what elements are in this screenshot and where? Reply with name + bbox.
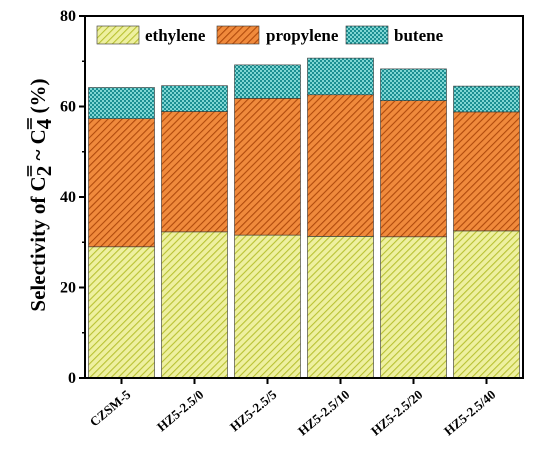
y-tick-label-80: 80 — [60, 8, 76, 25]
bar-propylene-6 — [453, 111, 520, 232]
bar-propylene-1 — [88, 118, 155, 248]
plot-area — [88, 57, 520, 379]
x-tick-label-2: HZ5-2.5/0 — [154, 387, 207, 434]
svg-text:Selectivity of C2 ~ C4 (%): Selectivity of C2 ~ C4 (%) — [26, 78, 56, 311]
y-tick-label-20: 20 — [60, 280, 76, 297]
bar-propylene-2 — [161, 111, 228, 233]
bar-ethylene-3 — [234, 234, 301, 379]
legend-swatch-ethylene — [96, 25, 140, 45]
x-tick-label-4: HZ5-2.5/10 — [295, 387, 353, 439]
legend-swatch-butene — [345, 25, 389, 45]
bar-butene-1 — [88, 87, 155, 120]
y-axis-label-sub1: 2 — [32, 166, 56, 177]
y-axis-label-mid: ~ C — [26, 129, 50, 166]
bar-butene-4 — [307, 57, 374, 96]
bar-propylene-5 — [380, 100, 447, 238]
x-tick-label-5: HZ5-2.5/20 — [368, 387, 426, 439]
bar-propylene-4 — [307, 94, 374, 237]
bar-butene-3 — [234, 64, 301, 99]
y-tick-label-60: 60 — [60, 99, 76, 116]
bar-ethylene-4 — [307, 236, 374, 379]
legend: ethylene propylene butene — [96, 25, 444, 45]
y-axis-label-sub2: 4 — [32, 118, 56, 129]
y-tick-label-40: 40 — [60, 189, 76, 206]
y-axis-label-prefix: Selectivity of C — [26, 176, 50, 311]
bar-butene-6 — [453, 85, 520, 113]
bar-ethylene-6 — [453, 230, 520, 379]
y-axis-label-unit: (%) — [26, 78, 50, 118]
bar-ethylene-2 — [161, 231, 228, 379]
bar-butene-2 — [161, 85, 228, 112]
bar-butene-5 — [380, 68, 447, 101]
legend-label-ethylene: ethylene — [145, 26, 206, 45]
legend-label-butene: butene — [394, 26, 444, 45]
bar-propylene-3 — [234, 98, 301, 236]
x-tick-label-3: HZ5-2.5/5 — [227, 386, 280, 434]
x-tick-label-6: HZ5-2.5/40 — [441, 387, 499, 439]
y-tick-label-0: 0 — [68, 370, 76, 387]
legend-swatch-propylene — [216, 25, 260, 45]
legend-label-propylene: propylene — [266, 26, 339, 45]
x-tick-label-1: CZSM-5 — [87, 386, 134, 429]
bar-ethylene-1 — [88, 246, 155, 379]
bar-ethylene-5 — [380, 236, 447, 379]
y-axis-label: Selectivity of C2 ~ C4 (%) — [26, 78, 56, 311]
